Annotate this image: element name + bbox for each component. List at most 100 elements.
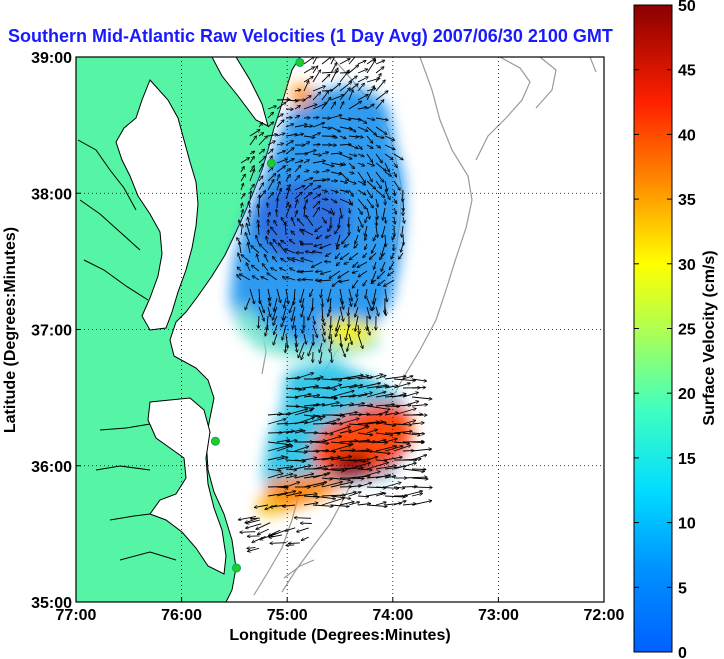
- velocity-vector: [357, 414, 369, 415]
- velocity-vector: [312, 397, 337, 398]
- velocity-vector: [348, 144, 358, 148]
- velocity-vector: [411, 455, 427, 461]
- velocity-vector: [330, 115, 342, 119]
- velocity-vector: [273, 239, 278, 245]
- velocity-vector: [366, 306, 370, 319]
- velocity-vector: [337, 243, 341, 249]
- velocity-vector: [330, 84, 340, 92]
- velocity-vector: [330, 445, 351, 452]
- velocity-vector: [370, 252, 377, 259]
- velocity-vector: [276, 414, 291, 416]
- velocity-vector: [282, 324, 287, 340]
- velocity-vector: [366, 297, 372, 311]
- velocity-vector: [366, 463, 388, 470]
- velocity-vector: [330, 68, 338, 83]
- velocity-vector: [312, 86, 325, 92]
- velocity-vector: [300, 271, 314, 272]
- velocity-vector: [270, 543, 287, 544]
- velocity-vector: [273, 333, 278, 345]
- velocity-vector: [384, 439, 397, 443]
- velocity-vector: [336, 324, 341, 337]
- velocity-vector: [330, 391, 354, 398]
- velocity-vector: [335, 252, 341, 259]
- velocity-vector: [258, 528, 269, 534]
- velocity-vector: [339, 288, 343, 304]
- velocity-vector: [303, 192, 312, 200]
- y-axis-label: Latitude (Degrees:Minutes): [2, 227, 19, 433]
- velocity-vector: [366, 60, 376, 74]
- velocity-vector: [384, 483, 401, 488]
- velocity-vector: [391, 252, 395, 259]
- velocity-vector: [249, 136, 256, 146]
- colorbar-label: Surface Velocity (cm/s): [701, 250, 718, 425]
- velocity-vector: [297, 219, 305, 227]
- velocity-vector: [366, 171, 372, 182]
- velocity-vector: [285, 148, 294, 155]
- velocity-vector: [295, 518, 312, 519]
- velocity-vector: [240, 167, 244, 173]
- velocity-vector: [252, 265, 260, 272]
- velocity-vector: [312, 180, 326, 181]
- velocity-vector: [258, 183, 264, 191]
- velocity-vector: [380, 252, 386, 259]
- velocity-vector: [348, 476, 370, 479]
- x-tick-label: 72:00: [584, 607, 625, 624]
- map-plot-area: 77:00 76:00 75:00 74:00 73:00 72:00 35:00 36:0…: [31, 50, 624, 624]
- velocity-vector: [365, 234, 367, 240]
- velocity-vector: [312, 484, 324, 488]
- velocity-field-yellow-south: [320, 318, 380, 348]
- velocity-vector: [339, 59, 350, 65]
- velocity-vector: [348, 440, 370, 443]
- colorbar-tick-label: 20: [678, 386, 696, 403]
- velocity-vector: [365, 243, 367, 250]
- velocity-vector: [357, 61, 366, 65]
- velocity-vector: [276, 446, 293, 452]
- velocity-vector: [293, 315, 296, 328]
- velocity-vector: [308, 342, 314, 356]
- velocity-vector: [321, 72, 338, 73]
- velocity-vector: [393, 180, 400, 190]
- velocity-vector: [312, 201, 320, 209]
- velocity-vector: [258, 156, 266, 164]
- velocity-vector: [355, 234, 359, 244]
- velocity-vector: [375, 171, 383, 182]
- velocity-vector: [266, 236, 268, 245]
- velocity-vector: [375, 162, 386, 171]
- velocity-vector: [392, 234, 394, 240]
- velocity-vector: [289, 240, 296, 245]
- velocity-vector: [384, 496, 405, 497]
- velocity-vector: [322, 297, 323, 307]
- velocity-vector: [357, 472, 380, 479]
- velocity-vector: [294, 388, 305, 389]
- velocity-vector: [267, 456, 284, 461]
- velocity-vector: [357, 77, 368, 83]
- velocity-vector: [328, 225, 332, 231]
- velocity-vector: [267, 288, 270, 300]
- velocity-vector: [294, 200, 298, 209]
- velocity-vector: [358, 324, 359, 334]
- velocity-vector: [285, 169, 291, 173]
- velocity-vector: [274, 297, 278, 311]
- velocity-vector: [303, 279, 314, 280]
- velocity-vector: [321, 468, 344, 471]
- velocity-vector: [249, 288, 254, 304]
- velocity-vector: [357, 162, 364, 166]
- velocity-vector: [382, 225, 386, 238]
- velocity-vector: [366, 189, 372, 198]
- velocity-vector: [258, 136, 267, 146]
- velocity-vector: [348, 403, 364, 407]
- velocity-vector: [252, 276, 260, 281]
- velocity-vector: [294, 106, 300, 110]
- velocity-vector: [393, 445, 411, 452]
- velocity-vector: [285, 475, 297, 479]
- velocity-vector: [348, 297, 351, 306]
- velocity-vector: [330, 482, 353, 488]
- velocity-vector: [312, 161, 325, 164]
- velocity-vector: [267, 112, 273, 119]
- velocity-vector: [321, 388, 336, 389]
- velocity-vector: [375, 460, 386, 461]
- velocity-vector: [280, 268, 287, 272]
- velocity-vector: [330, 342, 331, 352]
- velocity-vector: [303, 57, 314, 65]
- velocity-vector: [276, 210, 277, 218]
